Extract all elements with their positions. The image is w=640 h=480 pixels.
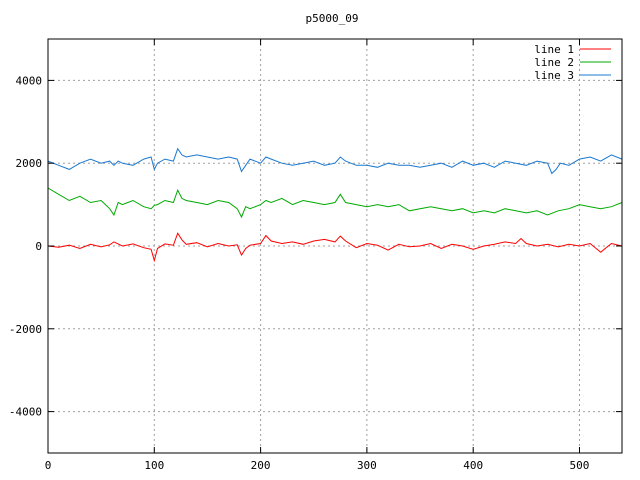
legend-label: line 1 bbox=[534, 43, 574, 56]
legend-label: line 3 bbox=[534, 69, 574, 82]
series-line-3 bbox=[47, 147, 623, 175]
y-tick-label: 2000 bbox=[16, 157, 43, 170]
x-tick-label: 200 bbox=[251, 459, 271, 472]
series-layer bbox=[47, 147, 623, 263]
x-tick-label: 400 bbox=[463, 459, 483, 472]
x-tick-label: 0 bbox=[45, 459, 52, 472]
x-tick-label: 100 bbox=[144, 459, 164, 472]
tick-layer: 0 100 200 300 400 500 -4000 -2000 0 2000 4000 bbox=[9, 39, 622, 472]
series-line-2 bbox=[47, 187, 623, 219]
y-tick-label: -2000 bbox=[9, 323, 42, 336]
series-line-1 bbox=[47, 232, 623, 263]
y-tick-label: -4000 bbox=[9, 406, 42, 419]
legend-label: line 2 bbox=[534, 56, 574, 69]
chart-title: p5000_09 bbox=[306, 12, 359, 25]
x-tick-label: 500 bbox=[570, 459, 590, 472]
x-tick-label: 300 bbox=[357, 459, 377, 472]
y-tick-label: 4000 bbox=[16, 74, 43, 87]
y-tick-label: 0 bbox=[35, 240, 42, 253]
grid-layer bbox=[48, 39, 622, 453]
